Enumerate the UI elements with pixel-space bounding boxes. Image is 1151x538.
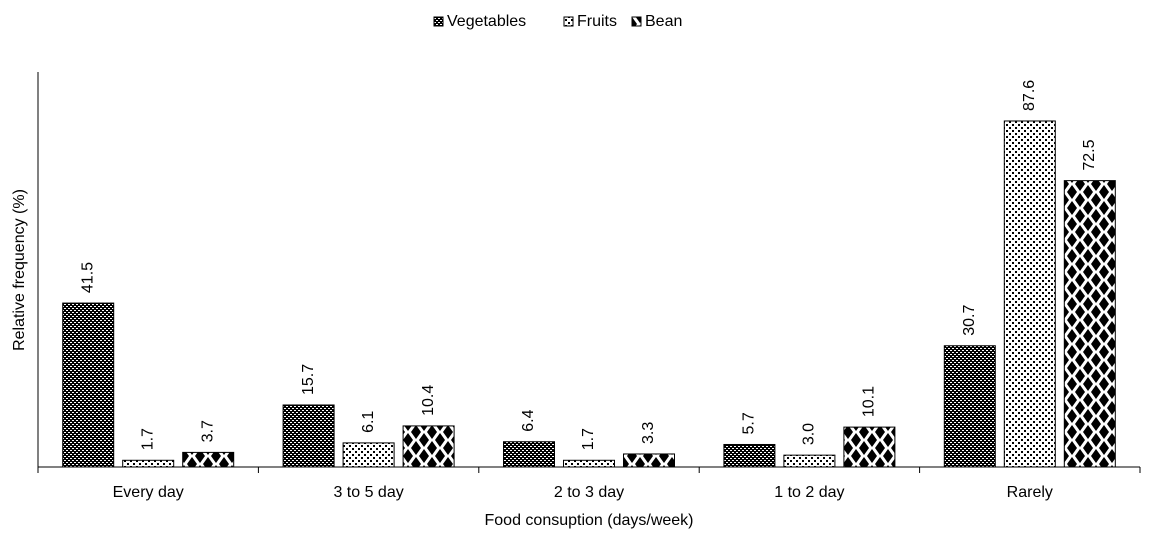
x-tick-label: 2 to 3 day [554,484,624,501]
data-label: 10.1 [861,386,878,417]
bar [1003,120,1056,468]
bar [122,459,175,468]
x-tick-label: Rarely [1007,484,1053,501]
bar [943,345,996,468]
data-label: 3.7 [199,420,216,442]
bar [1063,180,1116,468]
data-label: 5.7 [741,412,758,434]
x-axis-title: Food consuption (days/week) [485,512,694,529]
legend-swatch [563,16,574,27]
data-label: 6.1 [360,411,377,433]
bar [723,443,776,468]
bar [783,454,836,468]
bar [503,441,555,468]
data-label: 15.7 [300,364,317,395]
data-label: 1.7 [139,428,156,450]
x-tick-label: Every day [113,484,184,501]
data-label: 87.6 [1021,80,1038,111]
data-label: 10.4 [420,385,437,416]
bar [843,426,896,468]
data-label: 72.5 [1081,139,1098,170]
bar [342,442,395,468]
y-axis-title: Relative frequency (%) [11,189,28,351]
bar [623,453,675,468]
data-label: 30.7 [961,304,978,335]
legend-swatch [631,16,642,27]
data-label: 6.4 [520,409,537,431]
legend-swatch [433,16,444,27]
bar [402,425,455,468]
bar [563,459,615,468]
bar [282,404,335,468]
bar [182,451,235,468]
bar [62,302,115,468]
legend-label: Vegetables [447,13,526,30]
legend-label: Fruits [577,13,617,30]
data-label: 3.3 [640,422,657,444]
x-tick-label: 1 to 2 day [774,484,844,501]
data-label: 1.7 [580,428,597,450]
x-tick-label: 3 to 5 day [333,484,403,501]
legend-label: Bean [645,13,682,30]
data-label: 41.5 [79,262,96,293]
data-label: 3.0 [801,423,818,445]
